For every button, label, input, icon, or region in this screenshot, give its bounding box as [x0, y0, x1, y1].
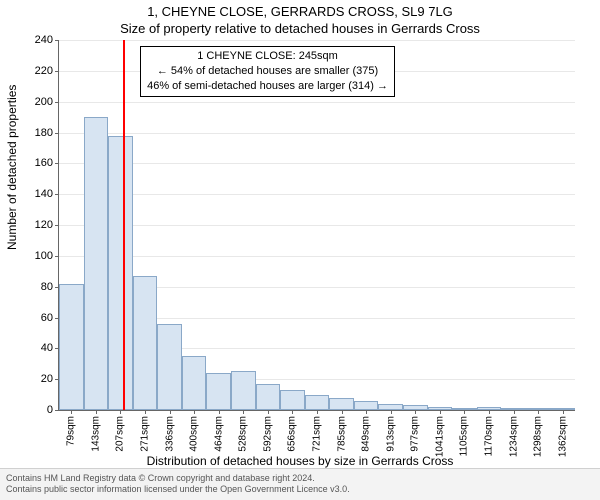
gridline	[59, 40, 575, 41]
gridline	[59, 163, 575, 164]
xtick-mark	[317, 410, 318, 414]
xtick-mark	[71, 410, 72, 414]
xtick-label: 1298sqm	[533, 416, 544, 457]
xtick-mark	[538, 410, 539, 414]
ytick-mark	[55, 225, 59, 226]
ytick-label: 60	[41, 312, 53, 324]
histogram-bar	[329, 398, 354, 410]
histogram-bar	[59, 284, 84, 410]
ytick-label: 40	[41, 342, 53, 354]
histogram-bar	[206, 373, 231, 410]
histogram-bar	[133, 276, 158, 410]
ytick-mark	[55, 163, 59, 164]
xtick-label: 400sqm	[189, 416, 200, 452]
gridline	[59, 194, 575, 195]
xtick-label: 1234sqm	[508, 416, 519, 457]
ytick-label: 220	[35, 65, 53, 77]
xtick-mark	[440, 410, 441, 414]
xaxis-label: Distribution of detached houses by size …	[147, 454, 454, 468]
ytick-label: 120	[35, 219, 53, 231]
xtick-mark	[489, 410, 490, 414]
gridline	[59, 133, 575, 134]
ytick-mark	[55, 133, 59, 134]
xtick-mark	[268, 410, 269, 414]
xtick-label: 1170sqm	[484, 416, 495, 456]
yaxis-label: Number of detached properties	[5, 85, 19, 250]
ytick-mark	[55, 71, 59, 72]
histogram-bar	[157, 324, 182, 410]
ytick-mark	[55, 40, 59, 41]
xtick-label: 721sqm	[312, 416, 323, 452]
xtick-label: 977sqm	[410, 416, 421, 452]
ytick-label: 100	[35, 250, 53, 262]
xtick-label: 143sqm	[90, 416, 101, 452]
xtick-label: 528sqm	[238, 416, 249, 452]
xtick-label: 336sqm	[164, 416, 175, 452]
xtick-label: 207sqm	[115, 416, 126, 452]
xtick-label: 849sqm	[361, 416, 372, 452]
histogram-bar	[182, 356, 207, 410]
ytick-mark	[55, 256, 59, 257]
chart-title-sub: Size of property relative to detached ho…	[0, 19, 600, 36]
xtick-mark	[514, 410, 515, 414]
ytick-label: 200	[35, 96, 53, 108]
histogram-bar	[108, 136, 133, 410]
histogram-bar	[256, 384, 281, 410]
ytick-label: 140	[35, 188, 53, 200]
histogram-bar	[280, 390, 305, 410]
xtick-mark	[464, 410, 465, 414]
annotation-line1: 1 CHEYNE CLOSE: 245sqm	[147, 49, 388, 64]
xtick-label: 1041sqm	[434, 416, 445, 457]
ytick-label: 80	[41, 281, 53, 293]
footer: Contains HM Land Registry data © Crown c…	[0, 468, 600, 500]
marker-line	[123, 40, 125, 410]
xtick-mark	[292, 410, 293, 414]
plot-area: 02040608010012014016018020022024079sqm14…	[58, 40, 575, 411]
xtick-mark	[170, 410, 171, 414]
xtick-label: 79sqm	[66, 416, 77, 446]
ytick-label: 240	[35, 34, 53, 46]
ytick-mark	[55, 102, 59, 103]
xtick-label: 592sqm	[262, 416, 273, 452]
xtick-mark	[219, 410, 220, 414]
xtick-mark	[366, 410, 367, 414]
histogram-bar	[84, 117, 109, 410]
gridline	[59, 256, 575, 257]
gridline	[59, 102, 575, 103]
ytick-label: 0	[47, 404, 53, 416]
xtick-mark	[342, 410, 343, 414]
xtick-label: 1105sqm	[459, 416, 470, 456]
annotation-box: 1 CHEYNE CLOSE: 245sqm← 54% of detached …	[140, 46, 395, 97]
histogram-bar	[231, 371, 256, 410]
xtick-mark	[415, 410, 416, 414]
histogram-bar	[354, 401, 379, 410]
xtick-label: 656sqm	[287, 416, 298, 452]
chart-container: 1, CHEYNE CLOSE, GERRARDS CROSS, SL9 7LG…	[0, 0, 600, 500]
histogram-bar	[305, 395, 330, 410]
ytick-label: 160	[35, 157, 53, 169]
xtick-label: 271sqm	[140, 416, 151, 452]
xtick-mark	[120, 410, 121, 414]
xtick-label: 1362sqm	[557, 416, 568, 457]
ytick-label: 20	[41, 373, 53, 385]
xtick-mark	[194, 410, 195, 414]
xtick-mark	[96, 410, 97, 414]
chart-title-main: 1, CHEYNE CLOSE, GERRARDS CROSS, SL9 7LG	[0, 0, 600, 19]
ytick-mark	[55, 194, 59, 195]
annotation-line3: 46% of semi-detached houses are larger (…	[147, 79, 388, 94]
xtick-mark	[391, 410, 392, 414]
footer-line1: Contains HM Land Registry data © Crown c…	[6, 473, 594, 485]
annotation-line2: ← 54% of detached houses are smaller (37…	[147, 64, 388, 79]
gridline	[59, 225, 575, 226]
xtick-label: 913sqm	[385, 416, 396, 452]
ytick-mark	[55, 410, 59, 411]
xtick-mark	[145, 410, 146, 414]
ytick-label: 180	[35, 127, 53, 139]
xtick-label: 785sqm	[336, 416, 347, 452]
xtick-mark	[563, 410, 564, 414]
footer-line2: Contains public sector information licen…	[6, 484, 594, 496]
xtick-label: 464sqm	[213, 416, 224, 452]
xtick-mark	[243, 410, 244, 414]
